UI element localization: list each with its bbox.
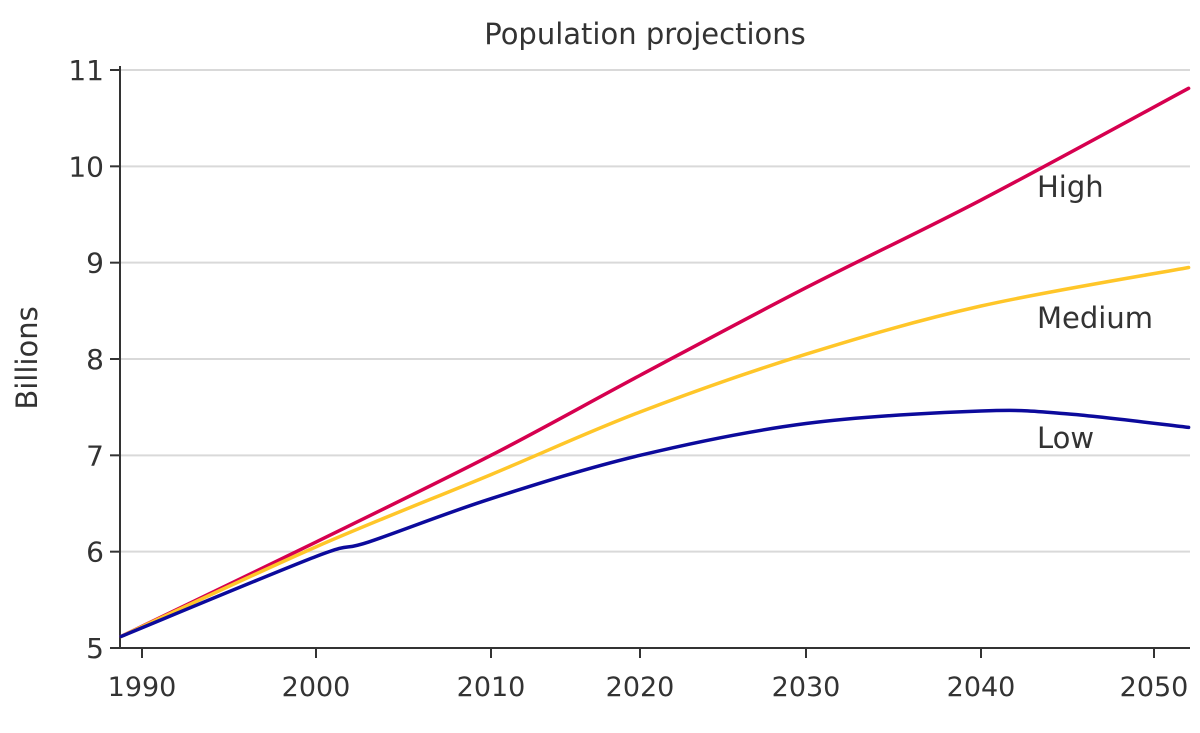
- y-tick-label: 6: [86, 536, 104, 569]
- x-tick-label: 2010: [457, 672, 526, 703]
- x-tick-label: 2040: [947, 672, 1016, 703]
- series-label-low: Low: [1037, 421, 1094, 455]
- x-tick-label: 2050: [1120, 672, 1189, 703]
- y-tick-label: 10: [68, 150, 104, 183]
- y-tick-label: 8: [86, 343, 104, 376]
- y-axis-label: Billions: [10, 306, 44, 409]
- y-tick-label: 11: [68, 54, 104, 87]
- x-tick-label: 2030: [772, 672, 841, 703]
- y-tick-label: 7: [86, 439, 104, 472]
- series-label-medium: Medium: [1037, 301, 1153, 335]
- x-tick-label: 2000: [282, 672, 351, 703]
- series-line-high: [119, 86, 1191, 639]
- series-line-low: [119, 408, 1191, 639]
- x-tick-label: 2020: [606, 672, 675, 703]
- series-line-medium: [119, 265, 1191, 639]
- chart-title: Population projections: [484, 17, 806, 51]
- y-tick-label: 9: [86, 247, 104, 280]
- x-tick-label: 1990: [108, 672, 177, 703]
- y-tick-label: 5: [86, 632, 104, 665]
- series-label-high: High: [1037, 170, 1104, 204]
